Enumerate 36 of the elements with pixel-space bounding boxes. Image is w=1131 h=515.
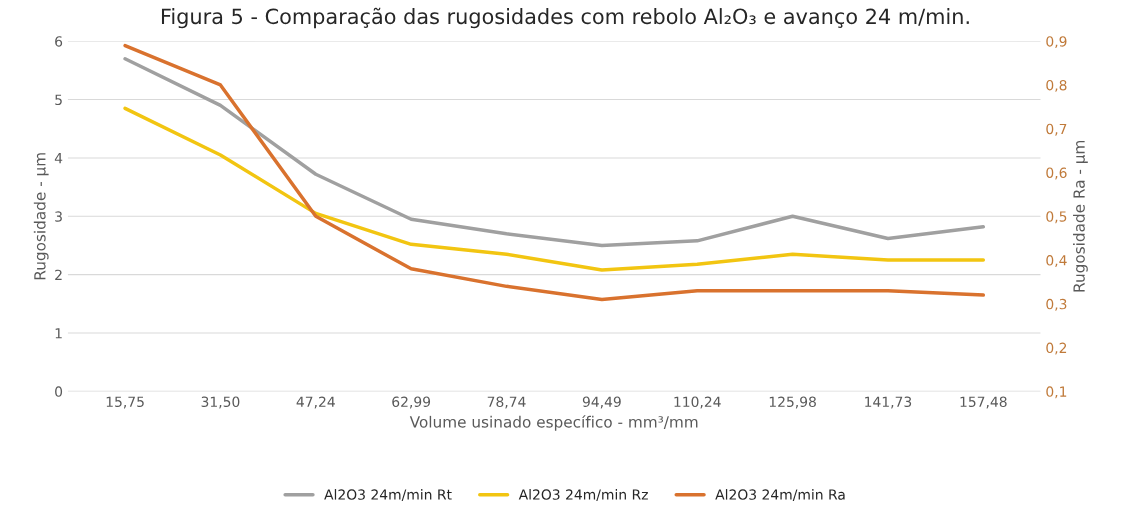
x-tick-label: 141,73 [865, 396, 912, 409]
y2-tick-label: 0,8 [1046, 79, 1067, 92]
y2-tick-label: 0,9 [1046, 36, 1067, 49]
y-tick-label: 4 [54, 153, 63, 164]
y2-tick-label: 0,3 [1046, 298, 1067, 311]
y-tick-label: 1 [55, 328, 62, 339]
legend-label: Al2O3 24m/min Rz [518, 489, 648, 501]
x-tick-label: 110,24 [674, 396, 721, 409]
chart-title: Figura 5 - Comparação das rugosidades com rebolo Al₂O₃ e avanço 24 m/min. [161, 7, 969, 29]
y-axis-title: Rugosidade - µm [33, 153, 49, 280]
x-tick-label: 157,48 [960, 396, 1007, 409]
x-tick-label: 47,24 [296, 396, 335, 409]
y-tick-label: 3 [55, 211, 62, 222]
x-tick-label: 15,75 [106, 396, 144, 409]
x-tick-label: 125,98 [769, 396, 816, 409]
y2-tick-label: 0,4 [1046, 255, 1067, 267]
y-tick-label: 6 [55, 36, 63, 47]
y-tick-label: 2 [55, 269, 62, 280]
y2-tick-label: 0,5 [1046, 211, 1067, 224]
y2-tick-label: 0,7 [1046, 123, 1067, 136]
y-tick-label: 0 [55, 386, 63, 397]
line-series [123, 43, 986, 302]
y-tick-label: 5 [55, 94, 62, 106]
y2-tick-label: 0,1 [1046, 386, 1067, 399]
x-tick-label: 62,99 [392, 396, 431, 409]
y2-axis-title: Rugosidade Ra - µm [1073, 140, 1088, 292]
y2-tick-label: 0,2 [1046, 342, 1067, 355]
legend-label: Al2O3 24m/min Rt [324, 489, 452, 501]
x-axis-title: Volume usinado específico - mm³/mm [409, 415, 698, 431]
x-tick-label: 78,74 [487, 396, 526, 409]
legend-label: Al2O3 24m/min Ra [715, 489, 845, 501]
x-tick-label: 31,50 [201, 396, 240, 409]
x-tick-label: 94,49 [582, 396, 621, 409]
y2-tick-label: 0,6 [1046, 167, 1067, 180]
line-series [123, 56, 986, 248]
line-series [123, 106, 986, 272]
